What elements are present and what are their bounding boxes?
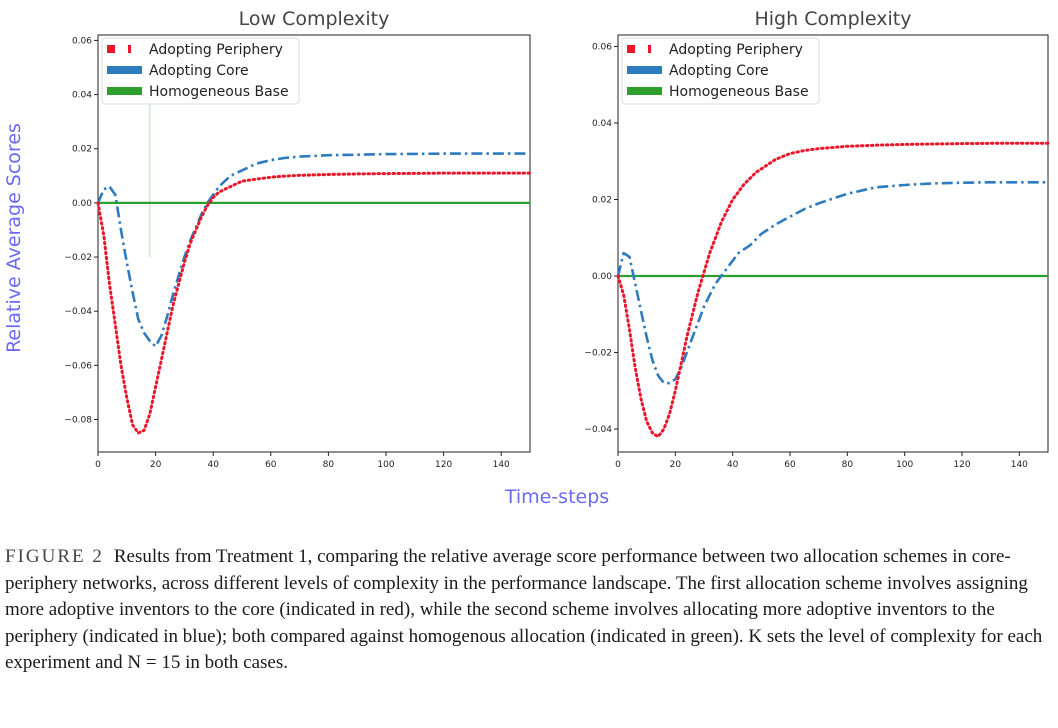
x-tick-label: 20 [150,460,162,470]
panel-low-complexity: Low Complexity 0.06 0.04 0.02 0.00 −0.02 −0.04… [64,8,532,470]
x-tick-label: 60 [265,460,277,470]
legend-swatch [107,87,142,95]
y-tick-label: 0.04 [72,91,92,101]
y-tick-label: 0.00 [72,199,92,209]
y-tick-label: 0.06 [592,42,612,52]
series-line-adopting-core [616,181,1048,385]
x-tick-label: 0 [615,460,621,470]
x-tick-label: 60 [784,460,796,470]
y-axis-label: Relative Average Scores [3,123,25,353]
figure-caption: FIGURE 2 Results from Treatment 1, compar… [5,544,1055,677]
x-tick-label: 100 [896,460,913,470]
series-line-adopting-periphery [616,141,1050,439]
y-tick-label: 0.02 [72,145,92,155]
legend-label: Adopting Periphery [149,42,283,58]
x-tick-label: 0 [95,460,101,470]
y-tick-label: −0.02 [64,253,92,263]
y-tick-label: −0.08 [64,416,92,426]
x-tick-label: 40 [207,460,219,470]
y-tick-label: −0.04 [64,307,92,317]
legend-swatch [107,45,115,53]
y-tick-label: −0.06 [64,361,92,371]
x-axis-label: Time-steps [504,486,609,508]
legend-box [621,37,820,105]
legend-box [101,37,300,105]
series-line-adopting-core [96,152,530,348]
x-tick-label: 20 [670,460,682,470]
legend-swatch [107,66,142,74]
legend-label: Homogeneous Base [149,84,289,100]
legend-swatch [648,45,651,53]
legend-label: Adopting Core [669,63,769,79]
y-tick-label: 0.06 [72,36,92,46]
x-tick-label: 100 [377,460,394,470]
y-tick-label: 0.02 [592,196,612,206]
y-tick-label: 0.04 [592,119,612,129]
y-tick-label: −0.04 [584,425,612,435]
legend-label: Adopting Core [149,63,249,79]
panel-title: Low Complexity [239,8,390,30]
panel-high-complexity: High Complexity 0.06 0.04 0.02 0.00 −0.02 −0.0… [584,8,1050,470]
x-tick-label: 80 [323,460,335,470]
series-line-adopting-periphery [96,171,532,435]
legend: Adopting Periphery Adopting Core Homogeneo… [101,37,300,105]
legend-label: Homogeneous Base [669,84,809,100]
caption-label: FIGURE 2 [5,546,104,567]
panel-title: High Complexity [754,8,911,30]
plot-frame [617,34,1049,453]
legend-swatch [627,87,662,95]
plot-frame [97,34,531,453]
legend-swatch [627,66,662,74]
x-tick-label: 120 [953,460,970,470]
x-tick-label: 140 [493,460,510,470]
y-tick-label: −0.02 [584,349,612,359]
x-tick-label: 140 [1011,460,1028,470]
caption-text: Results from Treatment 1, comparing the … [5,546,1043,673]
y-tick-label: 0.00 [592,272,612,282]
legend-swatch [128,45,131,53]
legend: Adopting Periphery Adopting Core Homogeneo… [621,37,820,105]
legend-swatch [627,45,635,53]
x-tick-label: 40 [727,460,739,470]
legend-label: Adopting Periphery [669,42,803,58]
figure: Relative Average Scores Time-steps Low C… [3,8,1050,508]
x-tick-label: 120 [435,460,452,470]
x-tick-label: 80 [842,460,854,470]
